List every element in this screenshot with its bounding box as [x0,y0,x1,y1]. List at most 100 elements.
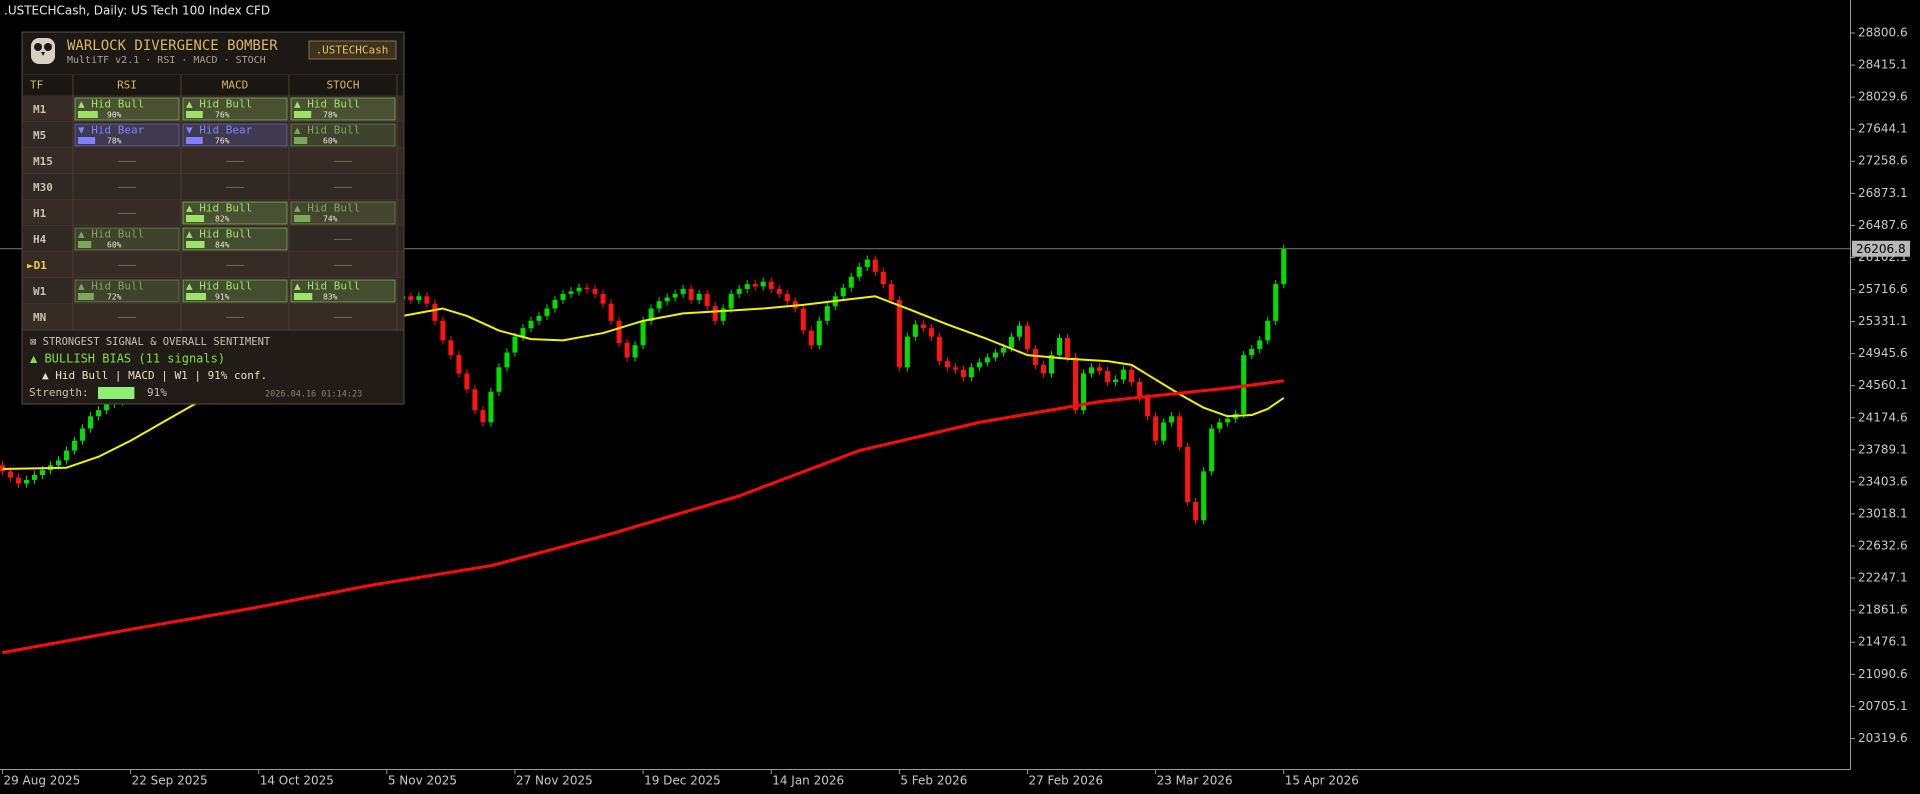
strength-bar [78,111,98,118]
signal-text: ▲ Hid Bull [294,202,360,215]
candle-body [968,367,974,378]
strength-label: 76% [215,111,230,120]
empty-signal: ——— [118,260,137,271]
candle-body [872,259,878,272]
y-tick-label: 21861.6 [1858,603,1908,617]
y-tick-label: 21090.6 [1858,667,1908,681]
last-price-label: 26206.8 [1856,242,1906,256]
column-header: RSI [117,79,137,92]
candle-body [840,287,846,297]
timeframe-label: ►D1 [27,259,47,272]
candle-body [912,324,918,337]
strength-bar [186,215,205,222]
strength-label: 76% [215,137,230,146]
candle-body [624,342,630,358]
strength-label: 78% [323,111,338,120]
candle-body [880,271,886,285]
x-tick-label: 19 Dec 2025 [644,774,721,788]
candle-body [1169,416,1175,423]
candle-body [520,328,526,337]
last-price-box [1852,240,1910,257]
candle-body [848,276,854,288]
candle-body [1145,397,1151,417]
y-tick-label: 28029.6 [1858,90,1908,104]
x-tick-label: 27 Feb 2026 [1028,774,1103,788]
candle-body [408,296,414,300]
candle-body [512,336,518,353]
axes: 28800.6 28415.1 28029.6 27644.1 27258.6 26873… [0,25,1910,788]
candle-body [472,389,478,411]
candle-body [1097,367,1103,371]
candle-body [704,293,710,307]
empty-signal: ——— [334,234,353,245]
column-header: MACD [222,79,249,92]
strength-label: 90% [107,111,122,120]
candle-body [424,296,430,304]
signal-text: ▲ Hid Bull [78,98,144,111]
candle-body [904,336,910,368]
candle-body [496,367,502,392]
empty-signal: ——— [226,312,245,323]
candle-body [960,369,966,378]
symbol-badge-text: .USTECHCash [316,44,389,57]
strength-label: 91% [215,293,230,302]
table-row [23,252,403,278]
candle-body [664,297,670,302]
signal-text: ▼ Hid Bear [186,124,253,137]
y-tick-label: 24945.6 [1858,346,1908,360]
candle-body [1081,373,1087,411]
panel-title: WARLOCK DIVERGENCE BOMBER [67,38,278,54]
table-row [23,174,403,200]
candle-body [776,288,782,294]
timeframe-label: M1 [33,103,47,116]
y-tick-label: 22247.1 [1858,571,1908,585]
empty-signal: ——— [118,208,137,219]
signal-cell [182,279,288,303]
candle-body [456,355,462,374]
candle-body [784,293,790,302]
candle-body [1137,382,1143,398]
candle-body [600,293,606,304]
candle-body [64,450,70,461]
candle-body [440,320,446,341]
candle-body [992,352,998,358]
signal-cell [74,279,180,303]
candle-body [1217,422,1223,429]
candle-body [1193,501,1199,521]
candle-body [1225,418,1231,423]
candle-body [568,291,574,294]
candle-body [1040,364,1046,374]
x-tick-label: 5 Feb 2026 [900,774,967,788]
owl-beak [41,52,45,56]
candle-body [432,303,438,321]
signal-text: ▲ Hid Bull [186,202,252,215]
candle-body [1257,340,1263,349]
y-tick-label: 20705.1 [1858,699,1908,713]
y-tick-label: 23789.1 [1858,442,1908,456]
strength-label: 60% [107,241,122,250]
candle-body [808,330,814,346]
y-tick-label: 28800.6 [1858,25,1908,39]
signal-text: ▲ Hid Bull [294,280,360,293]
candle-body [560,293,566,300]
candle-body [1201,471,1207,521]
candle-body [1249,348,1255,356]
candle-body [896,299,902,368]
signal-text: ▲ Hid Bull [186,98,252,111]
candle-body [1032,348,1038,365]
signal-cell [182,227,288,251]
empty-signal: ——— [118,182,137,193]
candle-body [952,367,958,370]
candle-body [480,410,486,423]
strength-bar [294,215,311,222]
candle-body [584,287,590,289]
y-tick-label: 26487.6 [1858,218,1908,232]
x-tick-label: 14 Oct 2025 [260,774,334,788]
candle-body [920,324,926,329]
strength-bar [78,241,92,248]
y-tick-label: 27644.1 [1858,122,1908,136]
table-row [23,304,403,330]
empty-signal: ——— [334,260,353,271]
candle-body [944,361,950,368]
